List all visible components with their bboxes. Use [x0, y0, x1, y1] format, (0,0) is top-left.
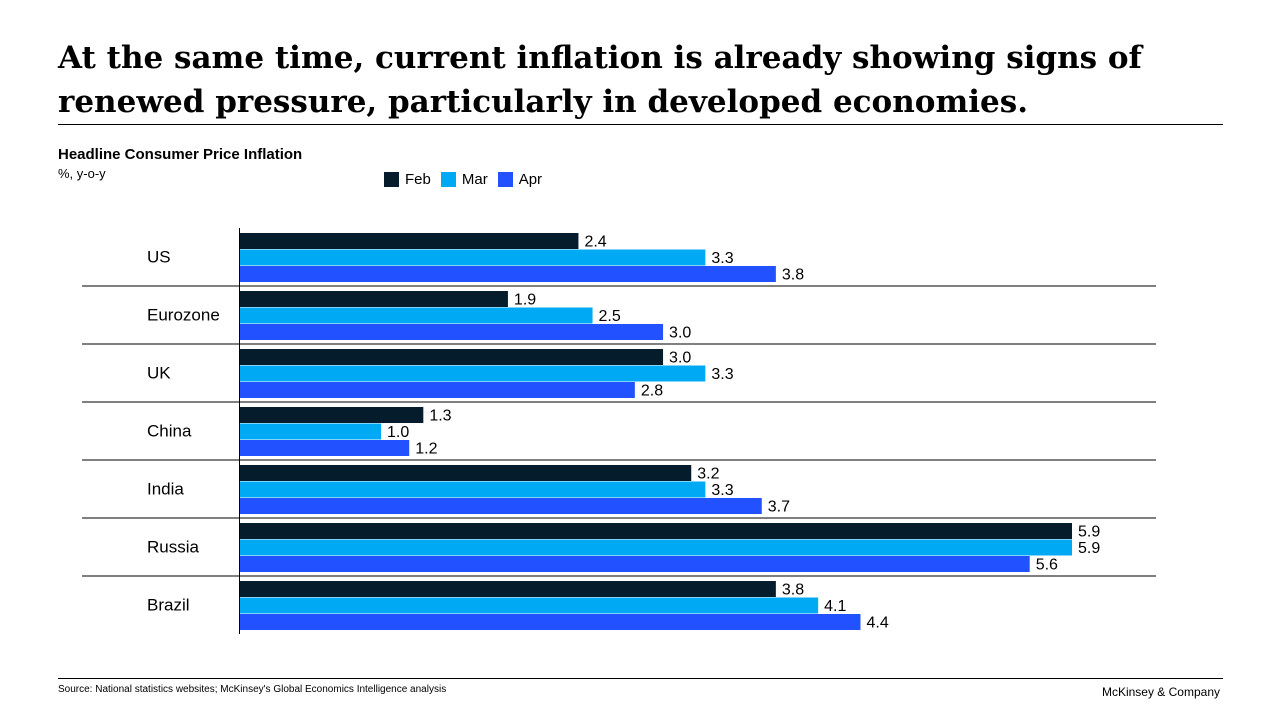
legend-swatch-apr — [497, 172, 513, 187]
data-label-brazil-mar: 4.1 — [824, 598, 846, 615]
category-label-uk: UK — [147, 363, 171, 382]
category-label-india: India — [147, 479, 184, 498]
data-label-us-feb: 2.4 — [584, 233, 606, 250]
bar-brazil-feb — [240, 581, 776, 597]
legend-label-mar: Mar — [461, 171, 488, 188]
data-label-uk-apr: 2.8 — [641, 382, 663, 399]
data-label-india-apr: 3.7 — [768, 498, 790, 515]
data-label-brazil-feb: 3.8 — [782, 581, 804, 598]
legend-label-feb: Feb — [405, 171, 431, 188]
data-label-china-apr: 1.2 — [415, 440, 437, 457]
page-title: At the same time, current inflation is a… — [58, 40, 1142, 120]
category-label-china: China — [147, 421, 192, 440]
bar-eurozone-mar — [240, 307, 593, 324]
data-label-russia-apr: 5.6 — [1036, 556, 1058, 573]
bar-russia-apr — [240, 556, 1030, 572]
bar-china-feb — [240, 407, 424, 423]
legend-swatch-mar — [440, 172, 456, 187]
data-label-india-mar: 3.3 — [711, 482, 733, 499]
bar-eurozone-apr — [240, 324, 664, 340]
bar-us-apr — [240, 266, 776, 282]
bar-russia-mar — [240, 539, 1072, 556]
legend-item-apr: Apr — [497, 171, 543, 188]
data-label-eurozone-apr: 3.0 — [669, 324, 691, 341]
data-label-eurozone-mar: 2.5 — [599, 308, 621, 325]
data-label-russia-feb: 5.9 — [1078, 523, 1100, 540]
data-label-eurozone-feb: 1.9 — [514, 291, 536, 308]
data-label-us-apr: 3.8 — [782, 266, 804, 283]
data-label-india-feb: 3.2 — [697, 465, 719, 482]
chart-title: Headline Consumer Price Inflation — [58, 146, 303, 163]
bar-eurozone-feb — [240, 291, 508, 307]
bar-china-apr — [240, 440, 410, 456]
bar-china-mar — [240, 423, 382, 440]
data-label-us-mar: 3.3 — [711, 250, 733, 267]
legend-swatch-feb — [384, 172, 399, 187]
legend-label-apr: Apr — [518, 171, 543, 188]
bar-brazil-mar — [240, 597, 819, 614]
bar-us-feb — [240, 233, 579, 249]
bar-india-feb — [240, 465, 692, 481]
data-label-brazil-apr: 4.4 — [866, 614, 888, 631]
category-label-us: US — [147, 247, 171, 266]
bar-uk-mar — [240, 365, 706, 382]
bar-india-mar — [240, 481, 706, 498]
data-label-uk-mar: 3.3 — [711, 366, 733, 383]
data-label-china-feb: 1.3 — [429, 407, 451, 424]
legend-item-feb: Feb — [384, 171, 431, 188]
chart-legend: Feb Mar Apr — [384, 171, 542, 188]
bar-india-apr — [240, 498, 762, 514]
category-label-brazil: Brazil — [147, 595, 190, 614]
footer-divider — [58, 678, 1223, 679]
bar-brazil-apr — [240, 614, 861, 630]
chart-unit: %, y-o-y — [58, 166, 106, 181]
data-label-china-mar: 1.0 — [387, 424, 409, 441]
legend-item-mar: Mar — [440, 171, 488, 188]
bar-us-mar — [240, 249, 706, 266]
bar-uk-feb — [240, 349, 664, 365]
brand-name: McKinsey & Company — [1101, 685, 1220, 699]
bar-russia-feb — [240, 523, 1072, 539]
source-note: Source: National statistics websites; Mc… — [58, 684, 447, 695]
bar-uk-apr — [240, 382, 635, 398]
data-label-russia-mar: 5.9 — [1078, 540, 1100, 557]
category-label-eurozone: Eurozone — [147, 305, 220, 324]
title-divider — [58, 124, 1223, 125]
category-label-russia: Russia — [147, 537, 200, 556]
data-label-uk-feb: 3.0 — [669, 349, 691, 366]
